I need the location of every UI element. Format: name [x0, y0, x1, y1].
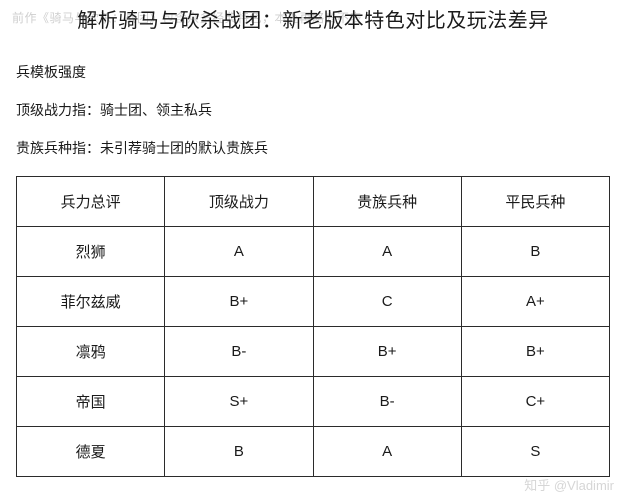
- col-header: 贵族兵种: [313, 177, 461, 227]
- cell-rating: B-: [313, 377, 461, 427]
- ratings-table: 兵力总评 顶级战力 贵族兵种 平民兵种 烈狮 A A B 菲尔兹威 B+ C A…: [16, 176, 610, 477]
- cell-rating: B: [165, 427, 313, 477]
- cell-rating: C+: [461, 377, 609, 427]
- cell-faction: 德夏: [17, 427, 165, 477]
- cell-faction: 帝国: [17, 377, 165, 427]
- page-title: 解析骑马与砍杀战团：新老版本特色对比及玩法差异: [0, 4, 626, 33]
- table-row: 凛鸦 B- B+ B+: [17, 327, 610, 377]
- table-row: 帝国 S+ B- C+: [17, 377, 610, 427]
- table-row: 德夏 B A S: [17, 427, 610, 477]
- table-row: 烈狮 A A B: [17, 227, 610, 277]
- col-header: 顶级战力: [165, 177, 313, 227]
- cell-rating: A: [313, 427, 461, 477]
- cell-faction: 烈狮: [17, 227, 165, 277]
- cell-rating: S+: [165, 377, 313, 427]
- cell-faction: 菲尔兹威: [17, 277, 165, 327]
- cell-rating: B+: [313, 327, 461, 377]
- cell-rating: B-: [165, 327, 313, 377]
- meta-line-1: 兵模板强度: [16, 62, 86, 82]
- cell-rating: S: [461, 427, 609, 477]
- cell-rating: B+: [461, 327, 609, 377]
- table-header-row: 兵力总评 顶级战力 贵族兵种 平民兵种: [17, 177, 610, 227]
- cell-faction: 凛鸦: [17, 327, 165, 377]
- table-row: 菲尔兹威 B+ C A+: [17, 277, 610, 327]
- meta-line-2: 顶级战力指：骑士团、领主私兵: [16, 100, 212, 120]
- cell-rating: B: [461, 227, 609, 277]
- cell-rating: A: [165, 227, 313, 277]
- col-header: 兵力总评: [17, 177, 165, 227]
- meta-line-3: 贵族兵种指：未引荐骑士团的默认贵族兵: [16, 138, 268, 158]
- cell-rating: B+: [165, 277, 313, 327]
- col-header: 平民兵种: [461, 177, 609, 227]
- watermark-attribution: 知乎 @Vladimir: [524, 475, 614, 494]
- cell-rating: A+: [461, 277, 609, 327]
- cell-rating: A: [313, 227, 461, 277]
- ratings-table-container: 兵力总评 顶级战力 贵族兵种 平民兵种 烈狮 A A B 菲尔兹威 B+ C A…: [16, 176, 610, 477]
- cell-rating: C: [313, 277, 461, 327]
